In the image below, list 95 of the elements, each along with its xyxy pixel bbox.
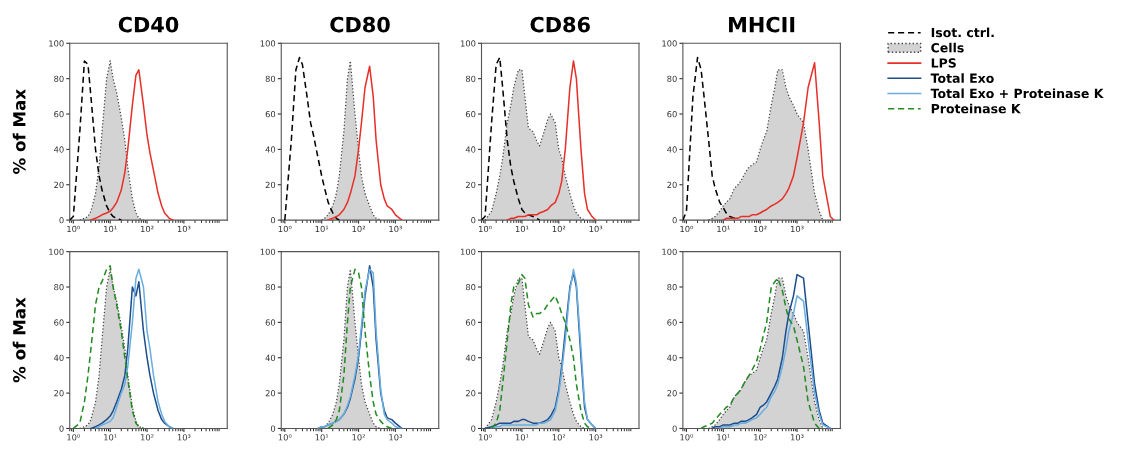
y-tick-label: 20 [667, 390, 677, 397]
y-tick-label: 40 [265, 354, 276, 362]
x-tick-label: 10¹ [315, 434, 329, 441]
y-tick-label: 60 [54, 110, 64, 118]
line-series [90, 69, 174, 221]
y-tick-label: 80 [465, 284, 476, 291]
y-tick-label: 80 [265, 75, 276, 82]
x-tick-label: 10³ [790, 434, 804, 441]
x-tick-label: 10⁰ [479, 225, 492, 233]
y-tick-label: 0 [672, 217, 677, 224]
y-tick-label: 20 [465, 390, 476, 397]
x-tick-label: 10² [754, 434, 767, 441]
legend-label: LPS [931, 58, 956, 68]
y-tick-label: 100 [260, 248, 276, 255]
x-tick-label: 10⁰ [67, 434, 81, 441]
x-tick-label: 10¹ [717, 225, 730, 233]
y-axis-title: % of Max [12, 297, 26, 383]
y-axis-title: % of Max [12, 89, 26, 174]
y-tick-label: 80 [667, 75, 677, 82]
y-tick-label: 0 [672, 425, 677, 432]
x-tick-label: 10¹ [315, 225, 329, 233]
y-tick-label: 0 [471, 425, 476, 432]
y-tick-label: 0 [270, 425, 276, 432]
x-tick-label: 10² [552, 434, 566, 441]
y-tick-label: 60 [667, 319, 677, 326]
y-tick-label: 40 [54, 146, 64, 153]
y-tick-label: 100 [662, 40, 677, 47]
chart-title: MHCII [729, 16, 795, 33]
x-tick-label: 10³ [589, 225, 603, 233]
y-tick-label: 0 [270, 217, 276, 224]
x-tick-label: 10² [754, 225, 767, 233]
x-tick-label: 10⁰ [278, 225, 292, 233]
y-tick-label: 60 [265, 110, 276, 118]
y-tick-label: 40 [465, 146, 476, 153]
y-tick-label: 20 [667, 181, 677, 189]
legend-label: Cells [931, 42, 964, 53]
y-tick-label: 80 [265, 284, 276, 291]
y-tick-label: 20 [265, 390, 276, 397]
y-tick-label: 100 [260, 40, 276, 47]
y-tick-label: 40 [667, 354, 677, 362]
y-tick-label: 20 [54, 181, 64, 189]
x-tick-label: 10³ [389, 225, 402, 233]
line-series [506, 60, 597, 221]
x-tick-label: 10⁰ [680, 434, 694, 441]
y-tick-label: 20 [54, 390, 64, 397]
y-tick-label: 100 [460, 248, 476, 255]
y-tick-label: 20 [465, 181, 476, 189]
y-tick-label: 0 [59, 217, 64, 224]
legend-label: Proteinase K [931, 103, 1021, 114]
y-tick-label: 80 [54, 75, 64, 82]
y-tick-label: 100 [460, 40, 476, 47]
x-tick-label: 10¹ [717, 434, 730, 441]
legend-label: Total Exo [930, 73, 994, 83]
y-tick-label: 60 [265, 319, 276, 326]
y-tick-label: 40 [54, 354, 64, 362]
y-tick-label: 60 [465, 319, 476, 326]
y-tick-label: 0 [59, 425, 64, 432]
x-tick-label: 10³ [177, 225, 191, 233]
x-tick-label: 10⁰ [680, 225, 694, 233]
x-tick-label: 10¹ [104, 434, 117, 441]
y-tick-label: 60 [54, 319, 64, 326]
y-tick-label: 80 [54, 284, 64, 291]
x-tick-label: 10⁰ [479, 434, 492, 441]
x-tick-label: 10³ [177, 434, 191, 441]
x-tick-label: 10¹ [515, 225, 529, 233]
legend-label: Total Exo + Proteinase K [930, 88, 1104, 99]
chart-title: CD80 [330, 16, 390, 33]
chart-title: CD40 [118, 16, 179, 33]
x-tick-label: 10³ [790, 225, 804, 233]
x-tick-label: 10⁰ [278, 434, 292, 441]
y-tick-label: 20 [265, 181, 276, 189]
x-tick-label: 10³ [389, 434, 402, 441]
x-tick-label: 10³ [589, 434, 603, 441]
y-tick-label: 80 [667, 284, 677, 291]
x-tick-label: 10² [140, 434, 154, 441]
chart-title: CD86 [530, 16, 590, 33]
y-tick-label: 80 [465, 75, 476, 82]
x-tick-label: 10² [140, 225, 154, 233]
x-tick-label: 10¹ [104, 225, 117, 233]
x-tick-label: 10² [352, 225, 365, 233]
y-tick-label: 0 [471, 217, 476, 224]
y-tick-label: 40 [265, 146, 276, 153]
y-tick-label: 60 [667, 110, 677, 118]
legend-label: Isot. ctrl. [931, 27, 994, 38]
y-tick-label: 60 [465, 110, 476, 118]
y-tick-label: 40 [667, 146, 677, 153]
x-tick-label: 10¹ [515, 434, 529, 441]
line-series [327, 268, 393, 429]
y-tick-label: 100 [49, 248, 64, 255]
y-tick-label: 100 [49, 40, 64, 47]
y-tick-label: 40 [465, 354, 476, 362]
x-tick-label: 10² [552, 225, 566, 233]
x-tick-label: 10² [352, 434, 365, 441]
x-tick-label: 10⁰ [67, 225, 81, 233]
y-tick-label: 100 [662, 248, 677, 255]
